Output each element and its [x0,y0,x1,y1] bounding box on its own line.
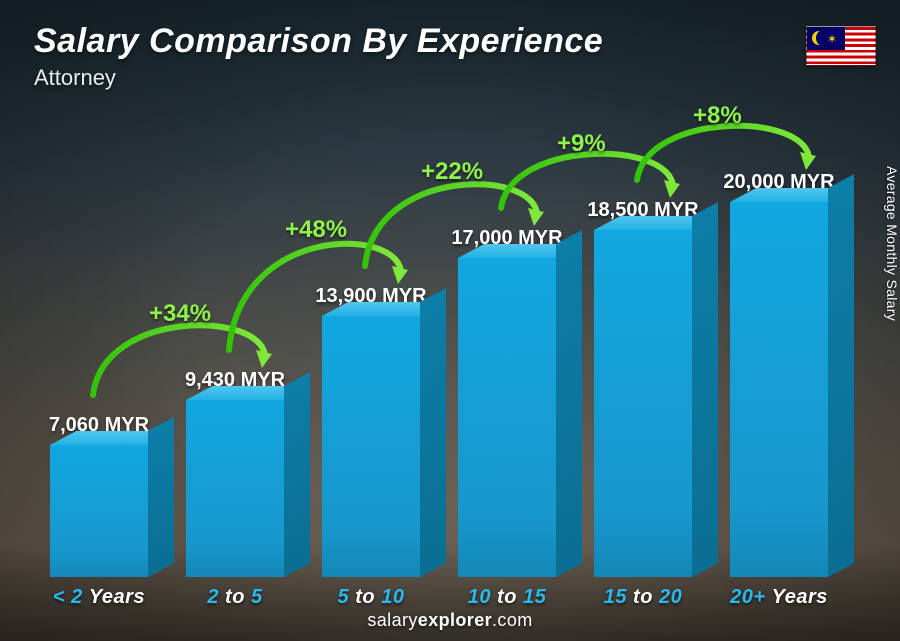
bar-side-face [148,417,174,577]
bar-side-face [420,288,446,577]
x-label-pre: 10 [468,586,497,608]
arrow-head-icon [664,180,680,198]
footer-suffix: .com [492,610,533,630]
x-axis-label: 5 to 10 [338,586,405,609]
bar-chart: 7,060 MYR< 2 Years 9,430 MYR2 to 5 13,900 … [0,107,900,577]
x-label-post: 5 [245,586,263,608]
bar-side-face [284,372,310,577]
bar-slot: 13,900 MYR5 to 10 [322,285,420,577]
x-label-post: 20 [653,586,682,608]
arrow-head-icon [800,152,816,170]
delta-percent-label: +9% [557,130,606,158]
arrow-head-icon [256,350,272,368]
x-label-post: 15 [517,586,546,608]
x-label-mid: to [497,586,517,608]
delta-percent-label: +48% [285,216,347,244]
x-label-pre: 20+ [730,586,771,608]
x-label-post: 10 [375,586,404,608]
footer-bold: explorer [418,610,492,630]
chart-subtitle: Attorney [34,65,603,91]
bar-side-face [556,230,582,577]
footer-prefix: salary [367,610,417,630]
bar [186,400,284,577]
bar [594,230,692,577]
bar-slot: 17,000 MYR10 to 15 [458,227,556,577]
delta-percent-label: +34% [149,300,211,328]
infographic-stage: Salary Comparison By Experience Attorney… [0,0,900,641]
flag-star-icon: ✶ [827,33,837,45]
bar-slot: 18,500 MYR15 to 20 [594,199,692,577]
bar-side-face [692,202,718,577]
bar-side-face [828,174,854,577]
x-axis-label: 10 to 15 [468,586,547,609]
x-label-mid: Years [772,586,828,608]
delta-percent-label: +8% [693,102,742,130]
x-label-pre: < 2 [53,586,89,608]
x-axis-label: 20+ Years [730,586,828,609]
x-label-pre: 15 [604,586,633,608]
bar [730,202,828,577]
bar-slot: 9,430 MYR2 to 5 [186,369,284,577]
footer-attribution: salaryexplorer.com [0,610,900,631]
x-label-mid: to [633,586,653,608]
arrow-head-icon [528,208,544,226]
flag-icon: ✶ [806,26,876,66]
x-label-mid: Years [89,586,145,608]
bar [50,445,148,577]
bar [458,258,556,577]
x-label-pre: 5 [338,586,356,608]
x-axis-label: 15 to 20 [604,586,683,609]
delta-percent-label: +22% [421,158,483,186]
x-axis-label: < 2 Years [53,586,145,609]
bar-slot: 20,000 MYR20+ Years [730,171,828,577]
flag-canton: ✶ [807,27,845,50]
arrow-head-icon [392,266,408,284]
x-label-mid: to [355,586,375,608]
bar [322,316,420,577]
title-block: Salary Comparison By Experience Attorney [34,22,603,91]
x-label-mid: to [225,586,245,608]
chart-title: Salary Comparison By Experience [34,22,603,61]
x-label-pre: 2 [207,586,225,608]
flag-crescent-icon [812,31,826,45]
x-axis-label: 2 to 5 [207,586,262,609]
bar-slot: 7,060 MYR< 2 Years [50,414,148,577]
